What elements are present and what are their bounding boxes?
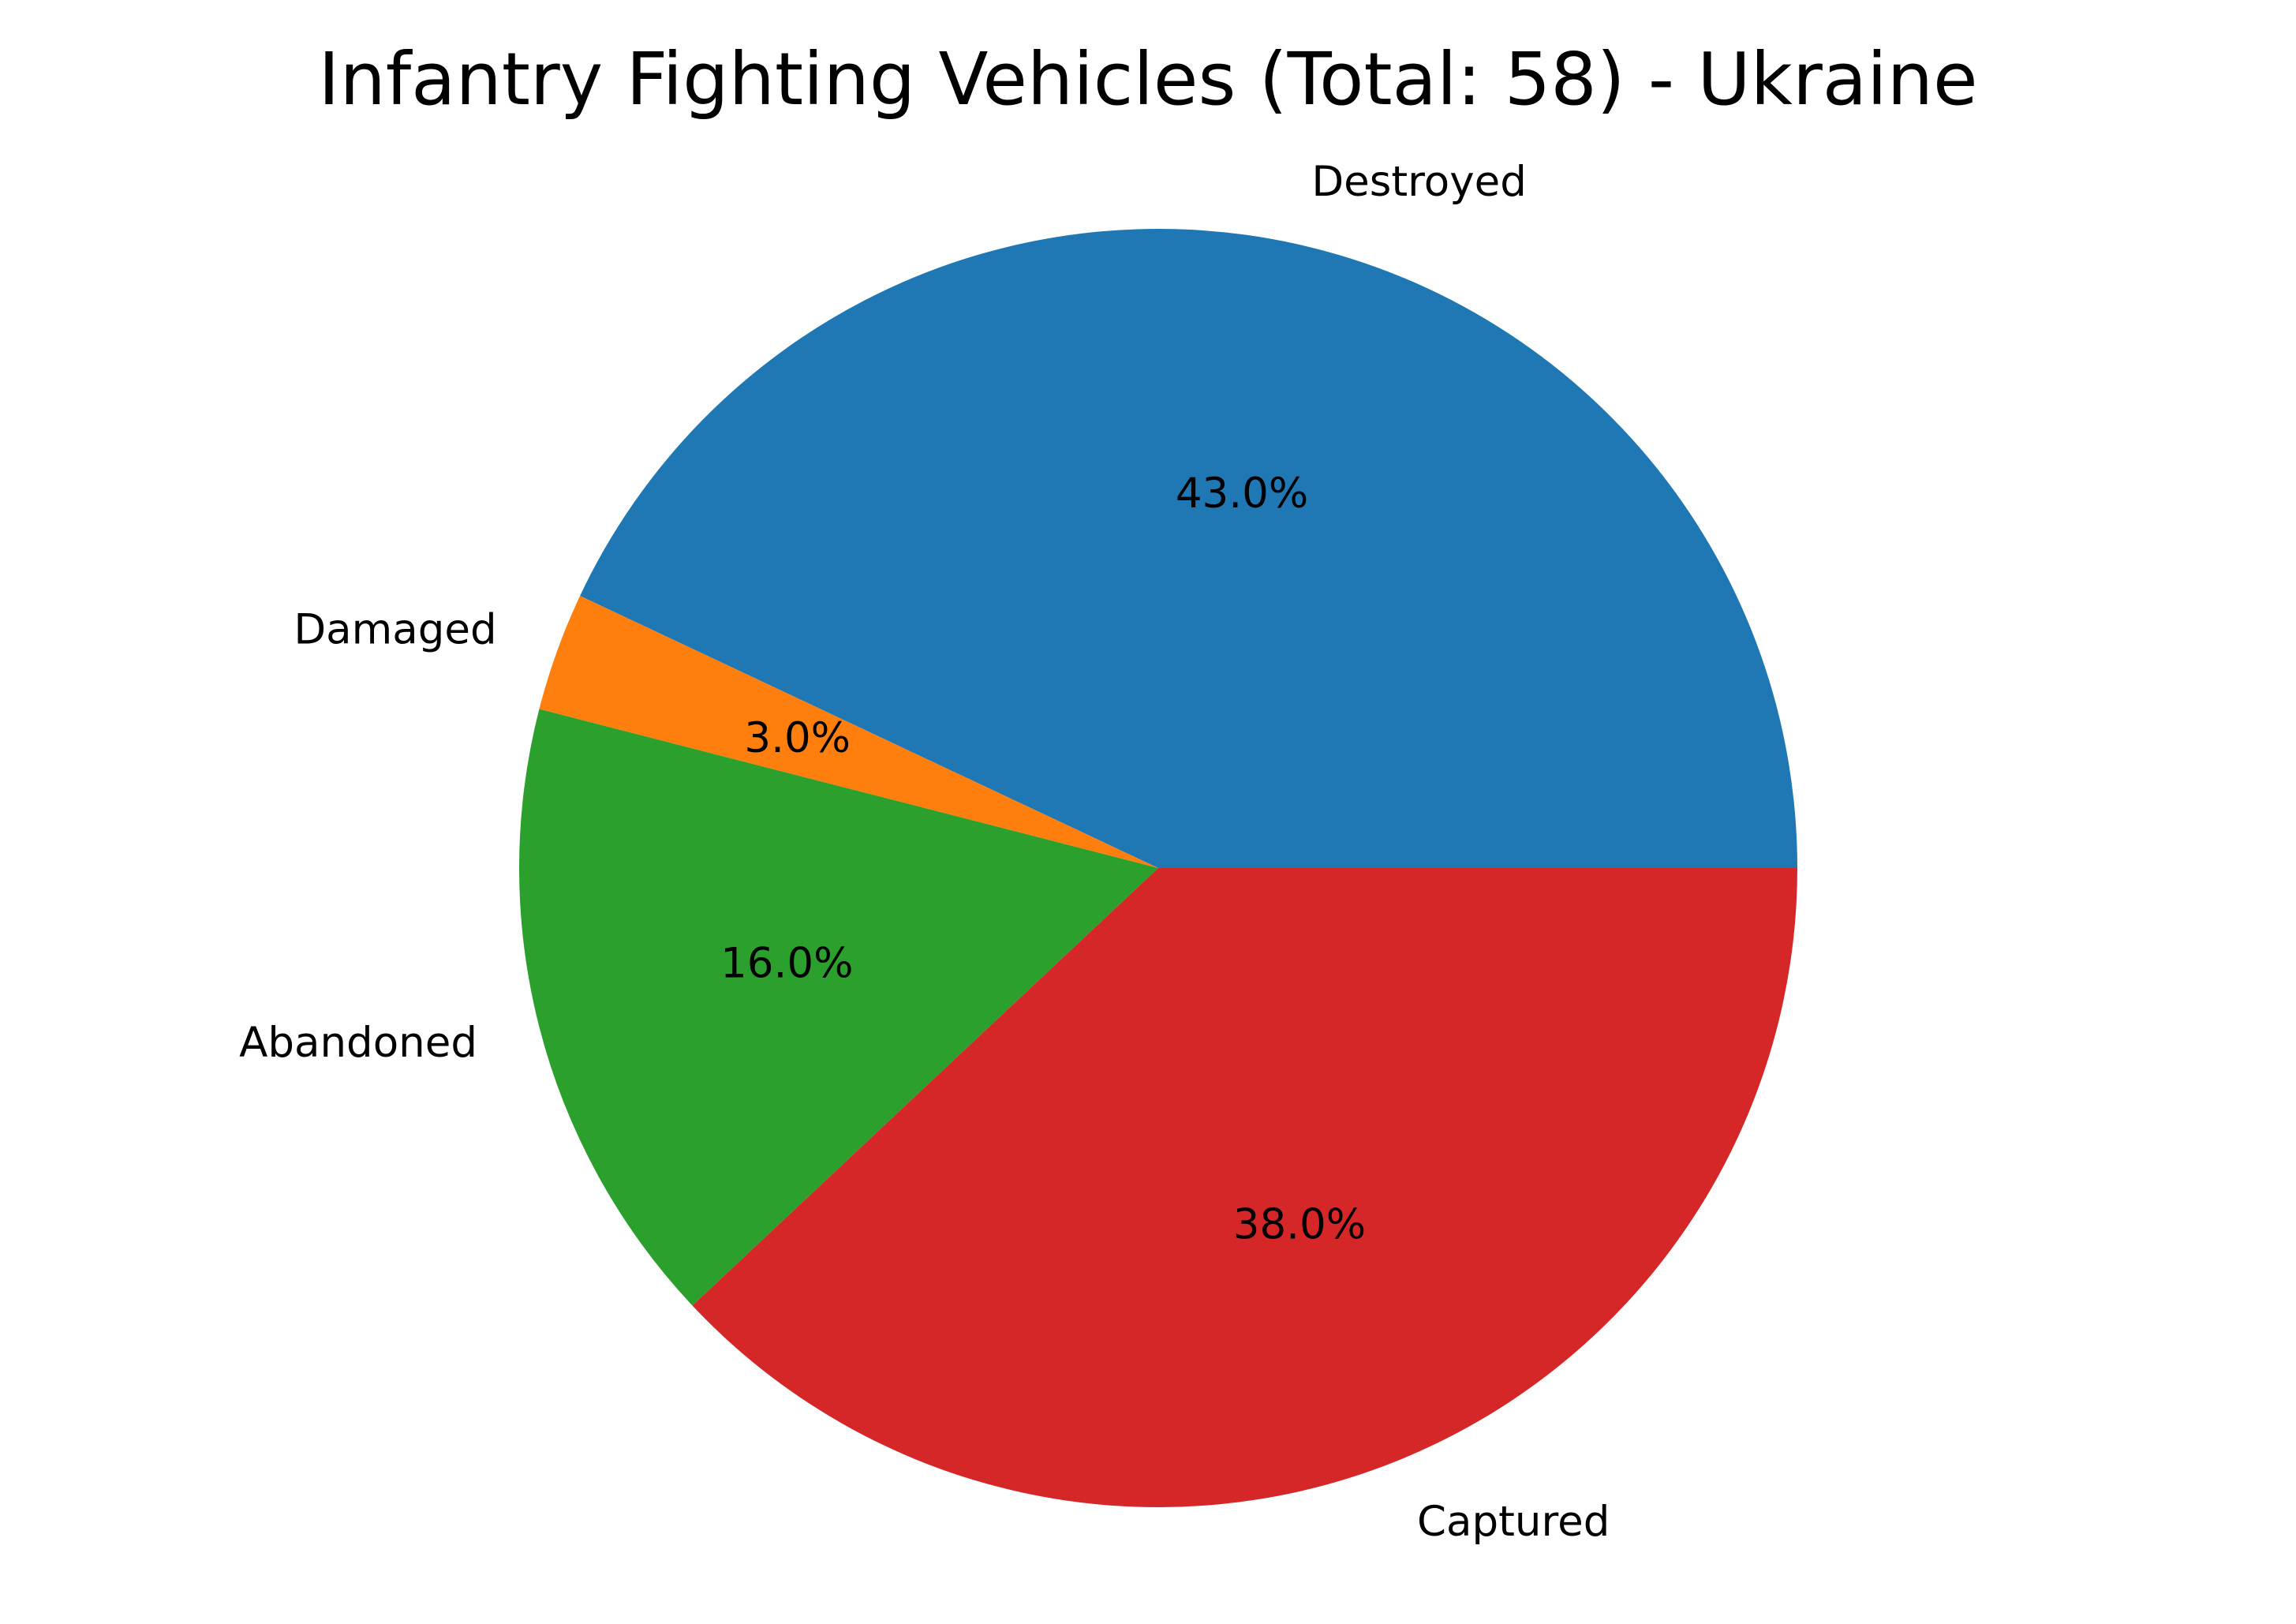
slice-label-abandoned: Abandoned (239, 1019, 477, 1067)
pct-label-abandoned: 16.0% (720, 939, 853, 987)
slice-label-captured: Captured (1417, 1498, 1610, 1546)
slice-labels: Destroyed Damaged Abandoned Captured (239, 158, 1610, 1546)
slice-label-destroyed: Destroyed (1311, 158, 1526, 206)
slice-label-damaged: Damaged (294, 606, 496, 654)
percent-labels: 43.0% 3.0% 16.0% 38.0% (720, 470, 1366, 1248)
pie-slice-captured (692, 868, 1797, 1507)
pct-label-destroyed: 43.0% (1176, 470, 1308, 518)
chart-title: Infantry Fighting Vehicles (Total: 58) -… (318, 37, 1977, 122)
pct-label-captured: 38.0% (1233, 1200, 1366, 1248)
pct-label-damaged: 3.0% (744, 714, 851, 762)
pie-slice-damaged (539, 596, 1158, 868)
pie-slice-destroyed (580, 229, 1797, 869)
pie-slices (519, 229, 1797, 1507)
pie-slice-abandoned (519, 709, 1158, 1306)
